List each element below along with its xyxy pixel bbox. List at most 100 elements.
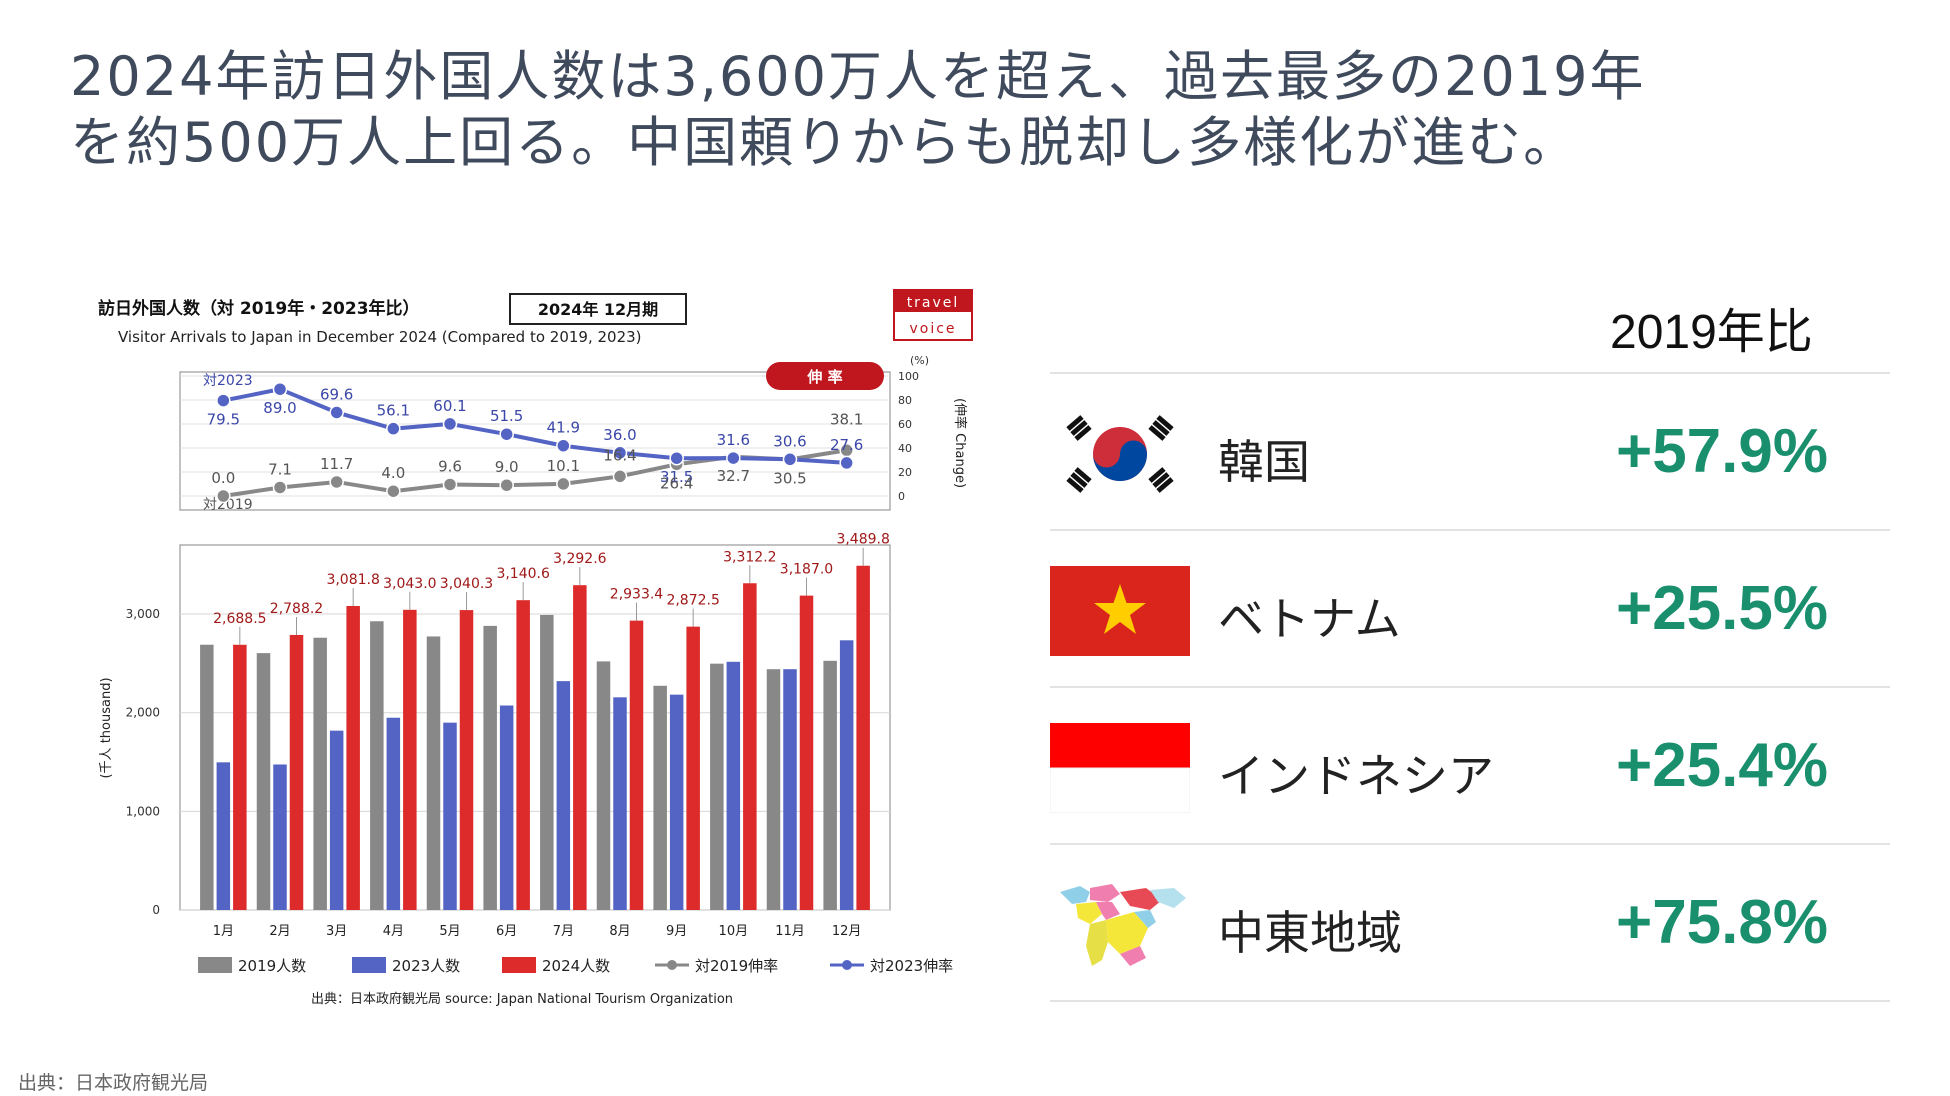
bar-y-tick-label: 2,000 [126,706,160,720]
logo-text-bottom: voice [909,321,956,337]
vietnam-flag-icon [1050,566,1190,656]
bar-2023人数 [556,681,571,910]
data-label-vs2023: 69.6 [320,385,353,403]
country-name: 韓国 [1218,435,1310,489]
x-tick-label: 11月 [775,924,805,939]
growth-value: +75.8% [1615,888,1828,957]
comparison-row-vietnam: ベトナム +25.5% [1050,531,1890,688]
bar-2019人数 [596,661,611,910]
line-y-tick-label: 100 [898,370,919,383]
data-label-vs2019: 11.7 [320,455,353,473]
growth-value: +25.4% [1615,731,1828,800]
bar-2024人数 [403,609,417,910]
data-label-2024: 2,788.2 [270,601,323,617]
change-badge: 伸 率 [766,362,884,390]
comparison-row-middle-east: 中東地域 +75.8% [1050,845,1890,1002]
point-対2023 [329,405,344,420]
data-label-2024: 3,187.0 [780,562,833,578]
bar-2019人数 [540,614,554,910]
point-対2023 [499,426,514,442]
data-label-2024: 3,292.6 [553,551,607,567]
point-対2023 [782,452,798,467]
bar-2024人数 [573,585,587,910]
data-label-vs2023: 89.0 [263,399,296,417]
x-tick-label: 4月 [383,924,404,939]
bar-2023人数 [273,764,287,910]
period-label: 2024年 12月期 [538,300,658,319]
x-tick-label: 10月 [719,924,749,939]
bar-2024人数 [629,620,644,910]
line-unit-label: (%) [910,354,929,367]
bar-2023人数 [839,640,854,910]
growth-value: +57.9% [1615,417,1828,486]
change-badge-label: 伸 率 [806,368,842,386]
bar-2019人数 [370,621,384,910]
point-対2019 [442,477,458,492]
x-tick-label: 9月 [666,924,687,939]
point-対2019 [499,477,514,493]
data-label-vs2023: 27.6 [830,436,863,454]
series-label-vs2023: 対2023 [203,373,253,389]
bar-2024人数 [799,595,814,910]
bar-y-ticks: 0 1,000 2,000 3,000 [126,607,160,917]
growth-value: +25.5% [1615,574,1828,643]
data-label-vs2019: 4.0 [381,464,405,482]
bar-2019人数 [653,685,667,910]
line-series: 79.5 89.0 69.6 56.1 60.1 51.5 41.9 36.0 31.5 31.6… [207,381,863,504]
travelvoice-logo: travel voice [893,289,973,341]
data-label-vs2019: 7.1 [268,460,292,478]
point-対2023 [216,393,231,408]
headline-line-2: を約500万人上回る。中国頼りからも脱却し多様化が進む。 [70,111,1580,174]
data-label-vs2023: 56.1 [377,402,410,420]
data-label-vs2023: 79.5 [207,411,240,429]
data-label-vs2023: 41.9 [547,419,580,437]
data-label-vs2019: 38.1 [830,410,863,428]
korea-flag-icon [1050,409,1190,499]
bar-2023人数 [216,762,231,910]
line-対2023 [222,387,847,465]
legend-swatch [502,957,536,973]
data-label-2024: 2,688.5 [213,611,266,627]
bar-2019人数 [426,636,441,910]
x-tick-label: 1月 [213,924,234,939]
bar-2023人数 [499,705,514,910]
bar-2023人数 [443,722,457,910]
data-label-2024: 2,872.5 [666,593,719,609]
data-label-2024: 2,933.4 [610,587,664,603]
legend-marker [842,960,852,970]
point-対2023 [726,450,741,466]
x-tick-label: 3月 [326,924,347,939]
data-label-vs2023: 51.5 [490,407,523,425]
comparison-row-indonesia: インドネシア +25.4% [1050,688,1890,845]
bar-2023人数 [669,694,684,910]
data-label-vs2019: 9.6 [438,457,462,475]
bar-2024人数 [459,610,474,910]
country-name: 中東地域 [1218,906,1402,960]
comparison-header: 2019年比 [1610,306,1813,359]
bar-2019人数 [256,653,271,910]
bar-2019人数 [710,663,724,910]
data-label-vs2019: 32.7 [717,467,750,485]
point-対2023 [612,445,628,461]
bar-2024人数 [686,626,700,910]
point-対2023 [272,381,288,397]
bar-2024人数 [233,644,247,910]
data-label-2024: 3,489.8 [836,532,889,548]
point-対2023 [556,438,571,453]
bar-series: 2,688.52,788.23,081.8 3,043.0 3,040.33,140… [200,532,890,910]
data-label-2024: 3,140.6 [496,566,550,582]
comparison-list: 韓国 +57.9% ベトナム +25.5% インドネシア +25.4% [1050,372,1890,1002]
legend-swatch [198,957,232,973]
data-label-2024: 3,040.3 [440,576,493,592]
data-label-vs2023: 31.6 [717,431,750,449]
data-label-vs2023: 30.6 [773,432,806,450]
middle-east-map-icon [1060,884,1186,966]
bar-2019人数 [313,637,327,910]
series-label-vs2019: 対2019 [203,497,253,513]
x-tick-label: 12月 [832,924,862,939]
chart-source: 出典：日本政府観光局 source: Japan National Touris… [311,992,733,1007]
bar-2023人数 [613,697,627,910]
bar-2019人数 [483,625,497,910]
x-tick-label: 8月 [609,924,630,939]
point-対2019 [556,476,571,492]
